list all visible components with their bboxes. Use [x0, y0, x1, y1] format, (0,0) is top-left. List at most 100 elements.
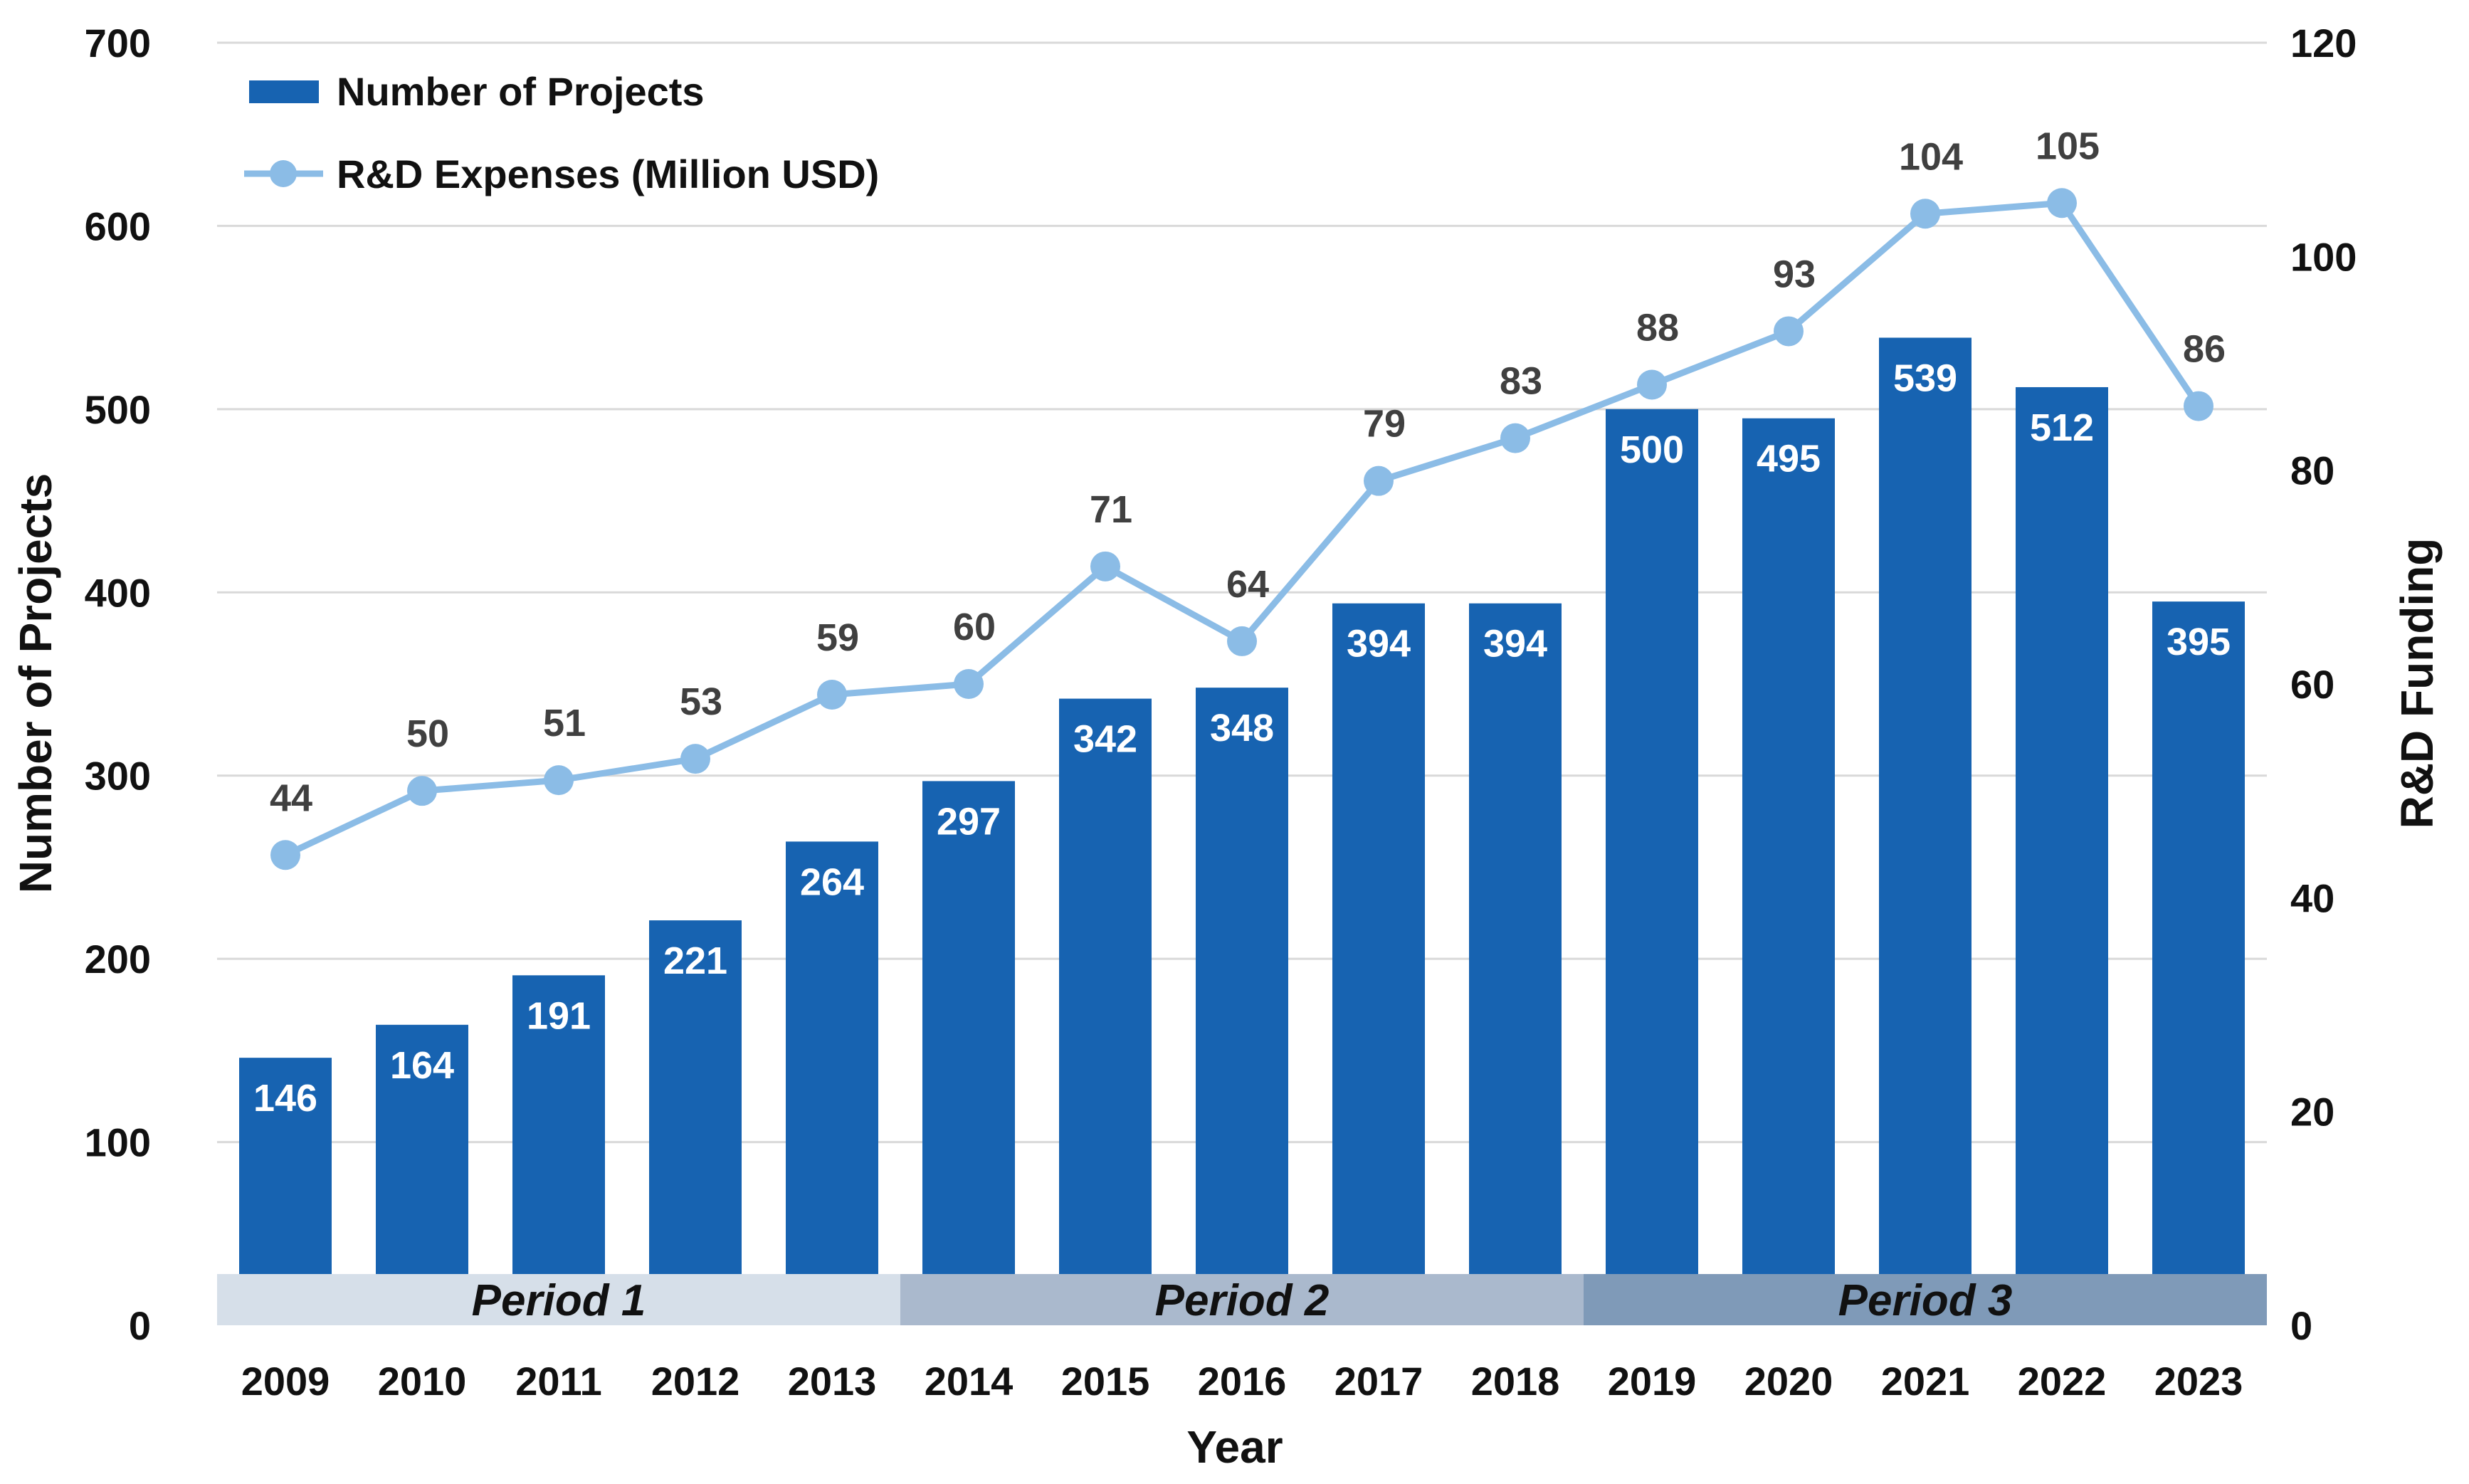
x-tick-label: 2009 — [241, 1359, 330, 1404]
line-point — [1637, 369, 1667, 400]
line-value-label: 53 — [680, 680, 722, 723]
x-tick-label: 2014 — [925, 1359, 1014, 1404]
line-point — [1227, 626, 1257, 656]
line-value-label: 86 — [2183, 328, 2226, 371]
x-tick-label: 2015 — [1061, 1359, 1150, 1404]
line-point — [817, 680, 847, 710]
bar-value-label: 539 — [1893, 357, 1957, 399]
line-value-label: 93 — [1773, 253, 1816, 295]
line-value-label: 60 — [953, 606, 996, 648]
line-point — [1774, 316, 1804, 347]
line-point — [1910, 199, 1940, 229]
x-tick-label: 2019 — [1608, 1359, 1697, 1404]
y-axis-title: Number of Projects — [10, 473, 61, 893]
line-value-label: 104 — [1899, 135, 1963, 178]
period-bands: Period 1 Period 2 Period 3 — [217, 1274, 2267, 1325]
line-value-label: 64 — [1226, 563, 1269, 606]
line-point — [407, 776, 437, 806]
bar-value-label: 342 — [1073, 718, 1137, 761]
bar-value-label: 146 — [253, 1077, 317, 1120]
line-point — [544, 765, 574, 796]
x-tick-label: 2012 — [651, 1359, 740, 1404]
period-label: Period 2 — [1155, 1276, 1330, 1325]
bar-value-label: 191 — [527, 994, 591, 1037]
bar-value-label: 394 — [1483, 623, 1547, 665]
x-tick-label: 2018 — [1471, 1359, 1560, 1404]
legend-line-marker — [270, 160, 297, 187]
line-point — [1500, 423, 1530, 453]
bar — [922, 781, 1015, 1325]
x-tick-label: 2011 — [515, 1359, 602, 1404]
bar-value-label: 394 — [1347, 623, 1411, 665]
bar-value-label: 395 — [2167, 621, 2231, 663]
y-tick-label: 300 — [85, 754, 151, 799]
line-value-label: 88 — [1636, 307, 1679, 349]
line-point — [2047, 188, 2077, 219]
legend-bar-swatch — [249, 80, 319, 103]
y2-tick-label: 40 — [2290, 875, 2334, 920]
x-tick-label: 2016 — [1198, 1359, 1287, 1404]
bar-value-label: 500 — [1620, 428, 1684, 471]
bar — [786, 841, 878, 1325]
bar — [512, 975, 605, 1325]
bar — [1606, 409, 1698, 1325]
y2-tick-label: 20 — [2290, 1090, 2334, 1135]
x-tick-label: 2021 — [1881, 1359, 1970, 1404]
line-point — [2184, 391, 2213, 421]
bar — [1196, 688, 1288, 1325]
rd-expenses-line: 44 50 51 53 59 60 71 64 79 83 88 93 104 105 86 — [270, 125, 2226, 870]
y-tick-label: 200 — [85, 937, 151, 982]
bar — [2152, 601, 2245, 1325]
line-point — [270, 840, 300, 870]
bar — [2016, 386, 2108, 1325]
y2-axis-title: R&D Funding — [2391, 538, 2443, 829]
x-tick-label: 2020 — [1744, 1359, 1833, 1404]
y2-tick-label: 120 — [2290, 21, 2357, 65]
y2-tick-label: 0 — [2290, 1303, 2312, 1348]
bar — [1059, 698, 1152, 1325]
bar — [1879, 337, 1971, 1326]
period-band — [1584, 1274, 2267, 1325]
period-label: Period 3 — [1838, 1276, 2013, 1325]
line-value-label: 50 — [406, 712, 449, 755]
legend: Number of Projects R&D Expenses (Million… — [244, 69, 879, 196]
y2-tick-label: 80 — [2290, 448, 2334, 493]
line-point — [954, 669, 984, 699]
x-axis-title: Year — [1186, 1421, 1283, 1473]
bars: 146 164 191 221 264 297 342 348 394 394 500 495 539 5… — [239, 337, 2245, 1326]
bar — [1742, 418, 1835, 1326]
bar-value-label: 221 — [663, 940, 727, 982]
legend-bar-label: Number of Projects — [337, 69, 705, 114]
bar-value-label: 495 — [1757, 438, 1821, 480]
period-label: Period 1 — [472, 1276, 646, 1325]
line-value-label: 71 — [1090, 488, 1132, 531]
period-band — [900, 1274, 1584, 1325]
bar — [1332, 603, 1425, 1325]
line-value-label: 79 — [1363, 403, 1406, 446]
line-point — [1090, 551, 1120, 582]
x-tick-label: 2022 — [2018, 1359, 2107, 1404]
y2-tick-label: 60 — [2290, 662, 2334, 707]
y-tick-label: 600 — [85, 204, 151, 248]
bar-value-label: 512 — [2030, 406, 2094, 449]
line-point — [1364, 465, 1394, 496]
axis-ticks: 0 100 200 300 400 500 600 700 0 20 40 60 80 100 120 200… — [85, 21, 2357, 1404]
y-tick-label: 0 — [129, 1303, 151, 1348]
bar — [649, 920, 742, 1325]
bar-value-label: 297 — [937, 800, 1001, 843]
line-value-label: 83 — [1500, 360, 1542, 403]
line-point — [680, 744, 710, 774]
line-value-label: 51 — [543, 702, 586, 744]
x-tick-label: 2017 — [1334, 1359, 1423, 1404]
bar-value-label: 264 — [800, 861, 864, 903]
y2-tick-label: 100 — [2290, 234, 2357, 279]
x-tick-label: 2023 — [2154, 1359, 2243, 1404]
line-value-label: 59 — [816, 616, 859, 659]
bar — [1469, 603, 1562, 1325]
x-tick-label: 2010 — [378, 1359, 467, 1404]
period-band — [217, 1274, 900, 1325]
y-tick-label: 400 — [85, 570, 151, 615]
y-tick-label: 700 — [85, 21, 151, 65]
legend-line-label: R&D Expenses (Million USD) — [337, 152, 879, 196]
